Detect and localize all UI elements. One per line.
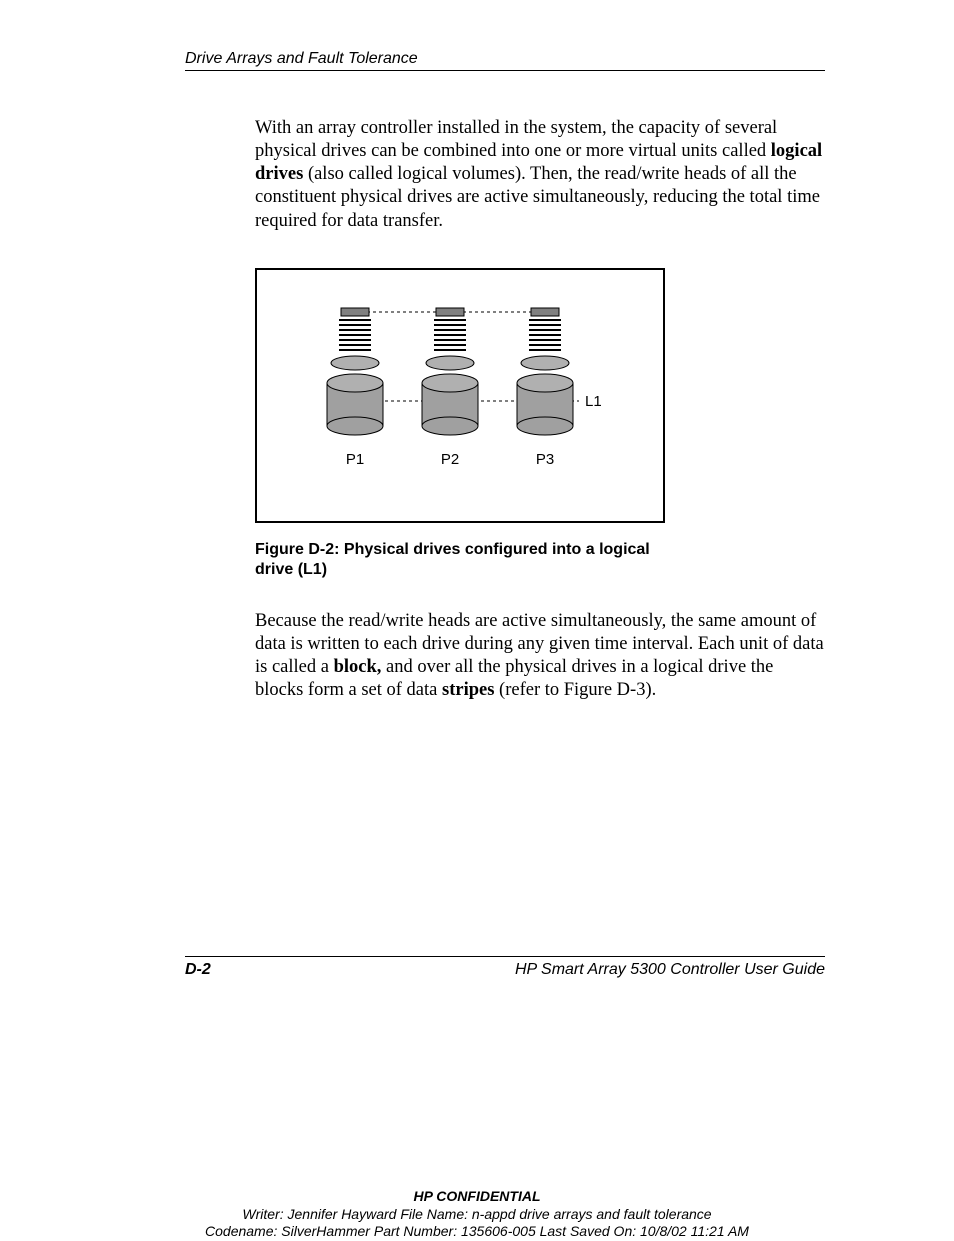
svg-text:P2: P2 <box>441 451 459 468</box>
guide-title: HP Smart Array 5300 Controller User Guid… <box>515 961 825 979</box>
p1-text-a: With an array controller installed in th… <box>255 118 777 161</box>
p1-text-b: (also called logical volumes). Then, the… <box>255 164 820 230</box>
confidential-line1: Writer: Jennifer Hayward File Name: n-ap… <box>0 1206 954 1224</box>
paragraph-1: With an array controller installed in th… <box>255 117 825 233</box>
section-title: Drive Arrays and Fault Tolerance <box>185 50 418 67</box>
figure-caption: Figure D-2: Physical drives configured i… <box>255 540 685 580</box>
p2-text-c: (refer to Figure D-3). <box>494 680 656 700</box>
confidential-block: HP CONFIDENTIAL Writer: Jennifer Hayward… <box>0 1188 954 1241</box>
svg-text:P1: P1 <box>346 451 364 468</box>
p2-bold2: stripes <box>442 680 494 700</box>
paragraph-2: Because the read/write heads are active … <box>255 610 825 703</box>
svg-text:L1: L1 <box>585 393 602 410</box>
page-footer: D-2 HP Smart Array 5300 Controller User … <box>185 956 825 979</box>
page-header: Drive Arrays and Fault Tolerance <box>185 50 825 71</box>
confidential-title: HP CONFIDENTIAL <box>0 1188 954 1206</box>
svg-text:P3: P3 <box>536 451 554 468</box>
logical-drive-diagram: P1 P2 P3 L1 <box>255 268 665 523</box>
figure-d2: P1 P2 P3 L1 <box>255 268 825 528</box>
p2-bold1: block, <box>334 657 382 677</box>
confidential-line2: Codename: SilverHammer Part Number: 1356… <box>0 1223 954 1241</box>
page-content: Drive Arrays and Fault Tolerance With an… <box>185 50 825 722</box>
page-number: D-2 <box>185 961 211 979</box>
